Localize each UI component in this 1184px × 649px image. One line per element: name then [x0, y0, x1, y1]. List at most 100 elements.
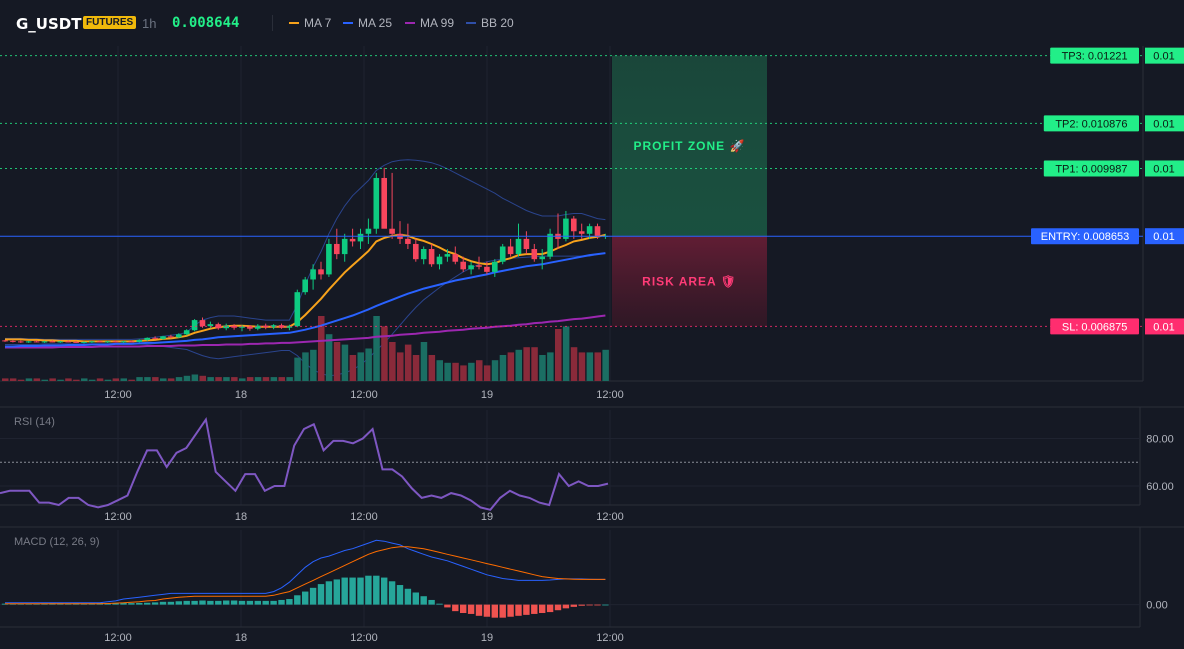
- candle-body: [183, 330, 190, 335]
- macd-histogram-bar: [112, 602, 119, 605]
- macd-histogram-bar: [175, 601, 182, 605]
- volume-bar: [586, 352, 594, 381]
- legend-ma25[interactable]: MA 25: [343, 16, 392, 30]
- candle-body: [468, 265, 474, 270]
- macd-histogram-bar: [151, 602, 159, 605]
- trade-zones: PROFIT ZONE 🚀 RISK AREA 🛡: [612, 55, 767, 327]
- volume-bar: [325, 334, 333, 381]
- volume-bar: [207, 377, 214, 381]
- volume-bar: [318, 316, 325, 381]
- volume-bar: [412, 355, 420, 381]
- volume-bar: [349, 355, 357, 381]
- legend-ma7[interactable]: MA 7: [289, 16, 331, 30]
- candle-body: [436, 256, 443, 265]
- candle-body: [563, 218, 569, 239]
- candle-body: [152, 337, 158, 339]
- candle-body: [120, 341, 127, 343]
- macd-histogram-bar: [270, 600, 277, 605]
- legend-bb20[interactable]: BB 20: [466, 16, 514, 30]
- candle-body: [381, 177, 387, 229]
- volume-bar: [531, 347, 538, 381]
- volume-bar: [570, 347, 578, 381]
- volume-bar: [199, 375, 206, 381]
- volume-bar: [468, 362, 475, 381]
- macd-histogram-bar: [562, 604, 570, 609]
- volume-bar: [246, 377, 254, 381]
- level-price-bg: [1145, 115, 1184, 132]
- x-tick-label: 12:00: [104, 389, 132, 401]
- profit-zone: [612, 55, 767, 237]
- volume-bar: [160, 378, 167, 381]
- rsi-line: [0, 416, 609, 511]
- volume-bar: [428, 355, 436, 381]
- macd-histogram-bar: [444, 604, 451, 608]
- candle-body: [18, 341, 24, 343]
- trade-levels: TP3: 0.01221 0.01 TP2: 0.010876 0.01 TP1: 0.…: [0, 47, 1184, 335]
- candle-body: [586, 226, 593, 234]
- volume-bar: [397, 352, 404, 381]
- x-tick-label: 12:00: [596, 632, 624, 644]
- volume-bar: [223, 377, 230, 381]
- level-price-bg: [1145, 228, 1184, 245]
- volume-bar: [578, 352, 586, 381]
- candle-body: [318, 269, 324, 275]
- macd-histogram-bar: [262, 600, 269, 605]
- x-tick-label: 12:00: [350, 389, 378, 401]
- volume-bar: [523, 347, 530, 381]
- level-label: TP1: 0.009987: [1055, 163, 1127, 175]
- x-tick-label: 12:00: [596, 511, 624, 523]
- level-label: TP2: 0.010876: [1055, 118, 1127, 130]
- macd-histogram-bar: [167, 601, 175, 605]
- x-tick-label: 12:00: [350, 632, 378, 644]
- candle-body: [413, 243, 419, 260]
- volume-bar: [460, 365, 467, 381]
- volume-bar: [483, 365, 491, 381]
- volume-bar: [231, 377, 238, 381]
- volume-bar: [239, 378, 246, 381]
- volume-bar: [2, 378, 9, 381]
- volume-bar: [152, 377, 159, 381]
- candle-body: [223, 325, 229, 329]
- x-tick-label: 19: [481, 632, 493, 644]
- macd-histogram-bar: [373, 575, 380, 605]
- macd-histogram-bar: [515, 604, 522, 616]
- macd-histogram-bar: [420, 596, 427, 605]
- macd-histogram-bar: [230, 600, 238, 605]
- legend-ma99[interactable]: MA 99: [405, 16, 454, 30]
- candle-body: [515, 238, 522, 255]
- macd-histogram-bar: [586, 604, 593, 606]
- macd-histogram-bar: [207, 600, 214, 605]
- volume-bar: [302, 352, 309, 381]
- candle-body: [57, 341, 64, 343]
- macd-histogram-bar: [278, 599, 285, 605]
- legend-swatch-ma99: [405, 21, 415, 24]
- candle-body: [594, 226, 601, 237]
- macd-histogram-bar: [499, 604, 506, 618]
- macd-histogram-bar: [531, 604, 538, 614]
- macd-histogram-bar: [357, 577, 364, 605]
- rsi-tick-label: 80.00: [1146, 434, 1174, 446]
- macd-histogram-bar: [381, 577, 388, 605]
- macd-histogram-bar: [191, 600, 198, 605]
- risk-zone: [612, 236, 767, 327]
- volume-bar: [112, 378, 120, 381]
- macd-histogram-bar: [238, 600, 246, 605]
- macd-histogram-bar: [460, 604, 467, 614]
- macd-histogram-bar: [246, 600, 254, 605]
- volume-bar: [365, 348, 372, 381]
- macd-panel: MACD (12, 26, 9) 0.00: [0, 536, 1168, 618]
- macd-histogram-bar: [309, 587, 317, 605]
- candle-body: [10, 340, 16, 342]
- macd-histogram-bar: [254, 600, 261, 605]
- symbol-name[interactable]: G_USDT: [16, 15, 82, 33]
- volume-bar: [294, 357, 301, 381]
- candle-body: [168, 336, 174, 338]
- macd-histogram-bar: [136, 602, 143, 605]
- volume-bar: [555, 329, 562, 381]
- volume-bar: [562, 326, 570, 381]
- level-label: TP3: 0.01221: [1062, 51, 1128, 63]
- timeframe-label[interactable]: 1h: [142, 16, 157, 31]
- macd-histogram-bar: [436, 603, 443, 605]
- candle-body: [341, 238, 348, 255]
